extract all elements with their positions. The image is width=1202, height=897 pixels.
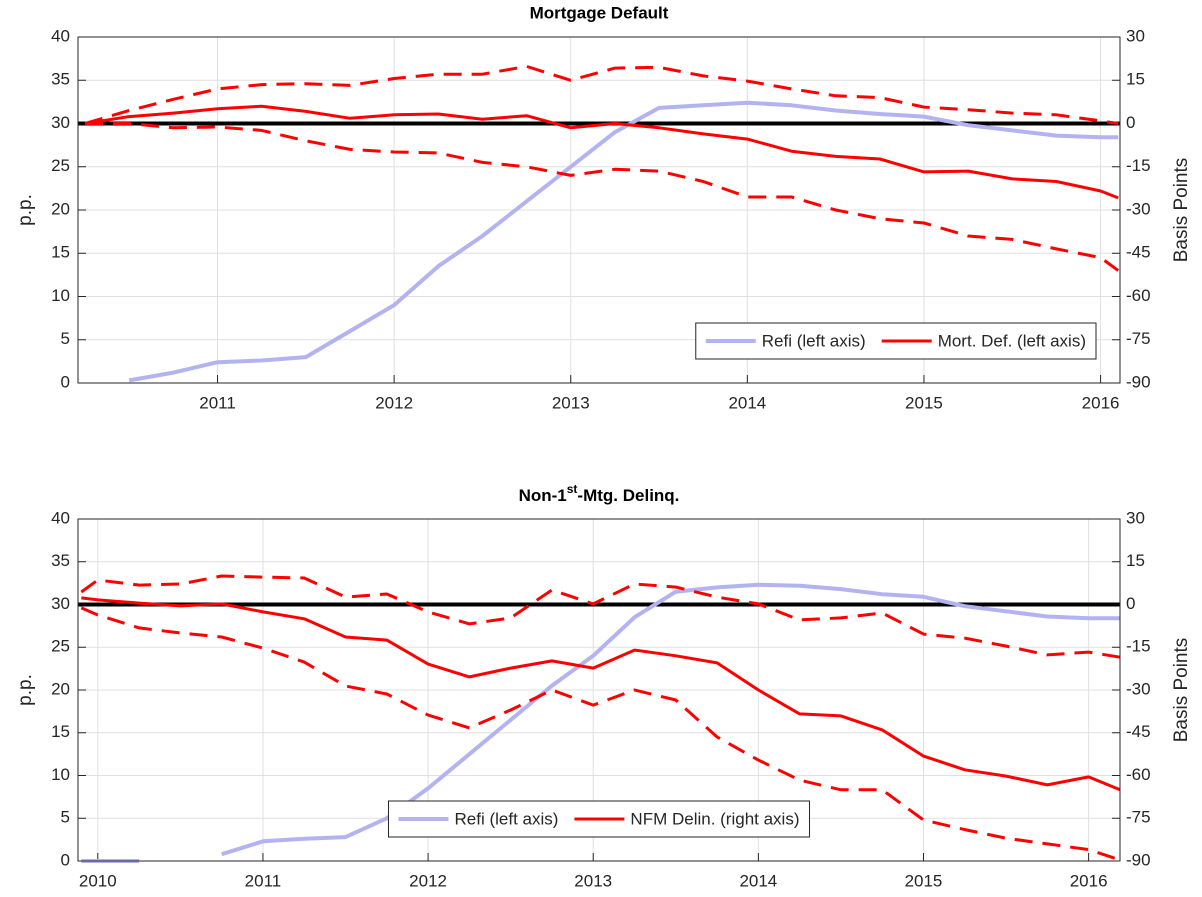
y-tick-label: 0 bbox=[61, 850, 70, 869]
legend-label: Refi (left axis) bbox=[454, 809, 558, 828]
x-tick-label: 2011 bbox=[199, 393, 236, 412]
y2-tick-label: -90 bbox=[1126, 850, 1151, 869]
y2-tick-label: 15 bbox=[1126, 551, 1145, 570]
y-tick-label: 10 bbox=[51, 765, 70, 784]
y2-tick-label: 30 bbox=[1126, 508, 1145, 527]
y-tick-label: 30 bbox=[51, 594, 70, 613]
x-tick-label: 2010 bbox=[79, 871, 117, 890]
y2-tick-label: 0 bbox=[1126, 113, 1135, 132]
x-tick-label: 2013 bbox=[574, 871, 612, 890]
subplot: 2011 2012 2013 2014 2015 2016 0 5 10 15 20 25 30 35 40… bbox=[15, 3, 1192, 412]
band-line bbox=[84, 64, 1119, 125]
y-tick-label: 10 bbox=[51, 286, 70, 305]
title-text: Non-1 bbox=[519, 486, 567, 505]
title-suffix: -Mtg. Delinq. bbox=[577, 486, 679, 505]
y2-tick-label: -45 bbox=[1126, 243, 1151, 262]
y2-tick-label: -45 bbox=[1126, 722, 1151, 741]
x-tick-label: 2014 bbox=[739, 871, 777, 890]
y2-tick-label: -30 bbox=[1126, 679, 1151, 698]
axes-box bbox=[77, 518, 1121, 862]
y-tick-label: 40 bbox=[51, 508, 70, 527]
chart-title: Non-1st-Mtg. Delinq. bbox=[519, 482, 680, 505]
y2-tick-label: -60 bbox=[1126, 765, 1151, 784]
band-line bbox=[85, 122, 1120, 272]
y-axis-label: p.p. bbox=[15, 194, 36, 226]
y-tick-label: 5 bbox=[61, 808, 70, 827]
y-tick-label: 0 bbox=[61, 372, 70, 391]
y2-tick-label: -15 bbox=[1126, 637, 1151, 656]
y2-axis-label: Basis Points bbox=[1171, 638, 1192, 743]
y-tick-label: 25 bbox=[51, 637, 70, 656]
band-line bbox=[80, 574, 1121, 659]
y2-tick-label: -90 bbox=[1126, 372, 1151, 391]
y2-axis-label: Basis Points bbox=[1171, 158, 1192, 263]
y2-tick-label: 15 bbox=[1126, 70, 1145, 89]
y-tick-label: 35 bbox=[51, 551, 70, 570]
x-tick-label: 2012 bbox=[375, 393, 413, 412]
y-tick-label: 40 bbox=[51, 26, 70, 45]
x-tick-label: 2013 bbox=[552, 393, 590, 412]
legend-label: Refi (left axis) bbox=[762, 331, 866, 350]
y2-tick-label: 30 bbox=[1126, 26, 1145, 45]
band-line bbox=[80, 606, 1121, 862]
subplot: 2010 2011 2012 2013 2014 2015 2016 0 5 10 15 20 25 30… bbox=[15, 482, 1192, 890]
y-tick-label: 30 bbox=[51, 113, 70, 132]
y2-tick-label: -15 bbox=[1126, 156, 1151, 175]
y2-tick-label: -75 bbox=[1126, 808, 1151, 827]
y-tick-label: 25 bbox=[51, 156, 70, 175]
y-axis-label: p.p. bbox=[15, 674, 36, 706]
y-tick-label: 20 bbox=[51, 679, 70, 698]
series-line bbox=[81, 596, 1121, 792]
y2-tick-label: 0 bbox=[1126, 594, 1135, 613]
y-tick-label: 15 bbox=[51, 243, 70, 262]
x-tick-label: 2012 bbox=[409, 871, 447, 890]
x-tick-label: 2015 bbox=[905, 871, 943, 890]
title-superscript: st bbox=[567, 482, 578, 496]
axes-box bbox=[77, 36, 1121, 384]
series-line bbox=[128, 100, 1119, 383]
x-tick-label: 2014 bbox=[728, 393, 766, 412]
y-tick-label: 35 bbox=[51, 70, 70, 89]
x-tick-label: 2011 bbox=[245, 871, 282, 890]
legend: Refi (left axis) Mort. Def. (left axis) bbox=[695, 322, 1097, 360]
y-tick-label: 5 bbox=[61, 329, 70, 348]
x-tick-label: 2016 bbox=[1070, 871, 1108, 890]
y-tick-label: 15 bbox=[51, 722, 70, 741]
x-tick-label: 2015 bbox=[905, 393, 943, 412]
series-line bbox=[84, 104, 1119, 200]
y-tick-label: 20 bbox=[51, 199, 70, 218]
legend-label: Mort. Def. (left axis) bbox=[938, 331, 1086, 350]
legend: Refi (left axis) NFM Delin. (right axis) bbox=[387, 800, 811, 838]
x-tick-label: 2016 bbox=[1082, 393, 1120, 412]
y2-tick-label: -60 bbox=[1126, 286, 1151, 305]
legend-label: NFM Delin. (right axis) bbox=[630, 809, 799, 828]
series-group bbox=[84, 64, 1120, 383]
chart-title: Mortgage Default bbox=[530, 3, 669, 22]
y2-tick-label: -75 bbox=[1126, 329, 1151, 348]
y2-tick-label: -30 bbox=[1126, 199, 1151, 218]
